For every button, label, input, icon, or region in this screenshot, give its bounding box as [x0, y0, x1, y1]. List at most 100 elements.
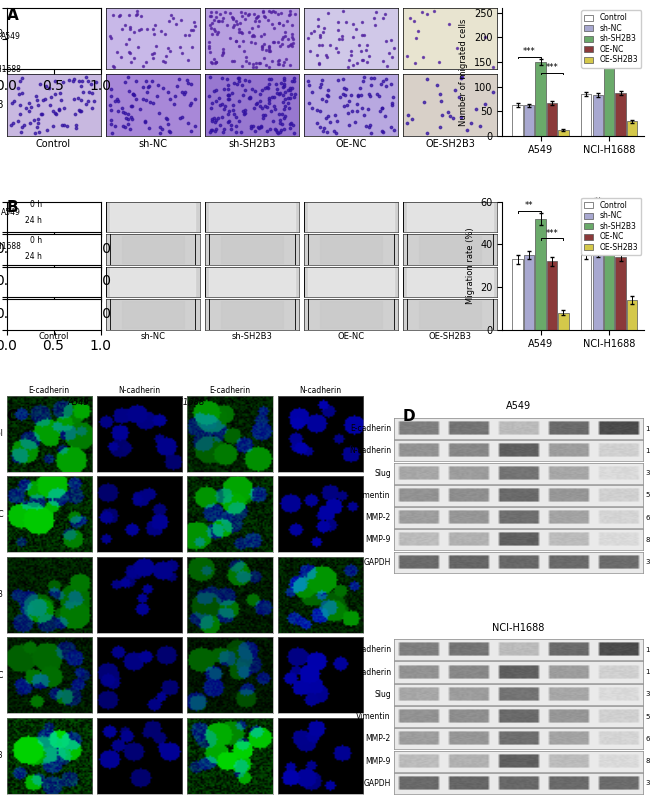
Point [107, 60, 118, 73]
Point [261, 59, 271, 71]
Point [285, 82, 295, 95]
Point [365, 119, 375, 132]
Point [120, 107, 130, 119]
Point [277, 38, 287, 51]
Point [207, 124, 217, 136]
Point [213, 26, 223, 38]
Point [404, 12, 415, 25]
Point [358, 54, 369, 67]
Point [258, 5, 268, 18]
Point [289, 88, 300, 101]
Point [252, 10, 262, 23]
Point [325, 115, 335, 128]
Bar [627, 121, 637, 136]
Point [12, 14, 22, 27]
Point [174, 111, 185, 124]
Point [147, 75, 157, 87]
X-axis label: OE-NC: OE-NC [335, 139, 367, 148]
Point [105, 99, 115, 111]
Point [37, 107, 47, 120]
Point [190, 119, 201, 132]
Point [267, 91, 278, 103]
Point [17, 120, 27, 133]
Y-axis label: Vimentin: Vimentin [356, 712, 391, 721]
Point [172, 79, 183, 92]
Point [250, 14, 261, 27]
Point [211, 6, 222, 19]
Point [48, 119, 58, 132]
Point [70, 108, 80, 121]
Text: B: B [6, 200, 18, 216]
Point [382, 59, 393, 72]
Point [227, 12, 238, 25]
Point [402, 116, 413, 129]
Point [259, 10, 270, 23]
Point [6, 17, 16, 30]
Point [312, 49, 322, 62]
Point [317, 92, 327, 105]
Point [244, 7, 255, 20]
Point [205, 56, 216, 69]
Y-axis label: Vimentin: Vimentin [356, 491, 391, 500]
Point [142, 86, 153, 99]
Point [178, 87, 188, 100]
Y-axis label: Control: Control [0, 429, 4, 438]
Point [341, 15, 351, 28]
Point [188, 23, 199, 36]
Point [233, 115, 244, 128]
Point [337, 33, 347, 46]
Point [361, 44, 371, 57]
Point [206, 96, 216, 109]
Point [161, 111, 171, 124]
Point [218, 103, 229, 115]
Bar [512, 105, 523, 136]
Point [272, 58, 283, 71]
Point [343, 119, 354, 132]
Point [285, 84, 295, 97]
Point [279, 55, 289, 68]
Point [187, 41, 197, 54]
Y-axis label: Number of migrated cells: Number of migrated cells [460, 18, 469, 126]
Point [437, 108, 447, 121]
Point [274, 58, 285, 71]
Point [356, 89, 366, 102]
Point [266, 72, 276, 85]
Point [131, 93, 141, 106]
Point [44, 82, 55, 95]
Bar [536, 219, 545, 330]
Point [218, 45, 228, 58]
Point [257, 5, 268, 18]
Point [258, 28, 268, 41]
Point [480, 98, 490, 111]
Point [257, 109, 268, 122]
Point [62, 119, 72, 132]
Point [234, 26, 244, 38]
Text: NCI-H1688: NCI-H1688 [0, 241, 21, 251]
Bar [524, 105, 534, 136]
Point [73, 103, 84, 116]
Y-axis label: sh-NC: sh-NC [0, 510, 4, 519]
Point [214, 99, 225, 111]
Point [223, 107, 233, 120]
Point [248, 58, 258, 71]
Point [239, 6, 250, 19]
Point [322, 88, 332, 101]
Point [323, 90, 333, 103]
Point [126, 100, 136, 113]
Point [231, 34, 241, 47]
Y-axis label: Slug: Slug [374, 468, 391, 478]
Point [283, 40, 293, 53]
Point [357, 15, 367, 28]
Point [124, 46, 135, 59]
Point [243, 8, 254, 21]
Point [331, 41, 341, 54]
Point [183, 116, 193, 129]
Point [211, 113, 222, 126]
Bar [616, 257, 626, 330]
Point [449, 84, 460, 97]
Point [233, 94, 244, 107]
Point [205, 18, 215, 31]
Point [86, 78, 96, 91]
Point [274, 125, 285, 138]
Point [281, 53, 291, 66]
